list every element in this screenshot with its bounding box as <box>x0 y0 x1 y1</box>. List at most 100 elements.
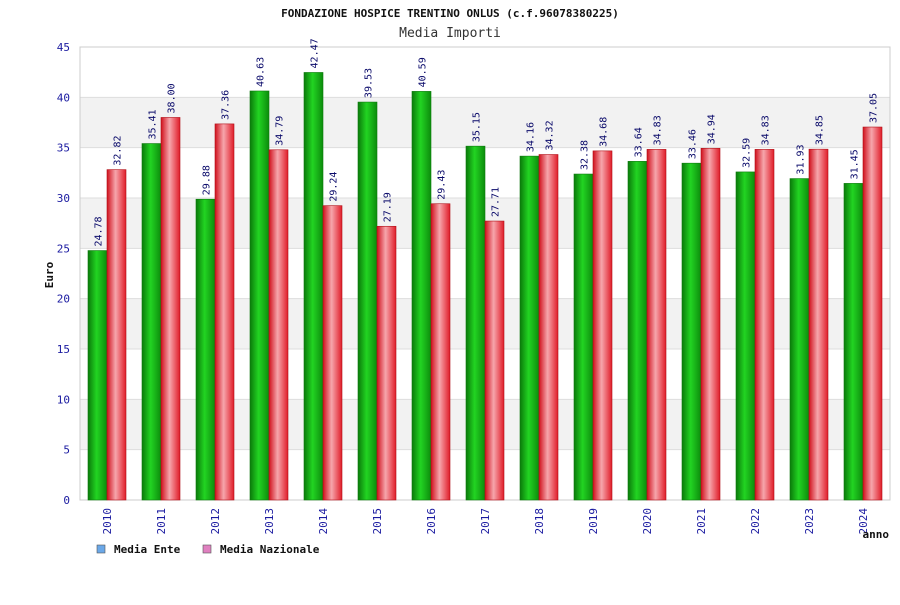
data-label-media-ente-2018: 34.16 <box>526 122 537 152</box>
x-tick-label: 2010 <box>101 508 114 535</box>
chart-subtitle: Media Importi <box>399 26 501 41</box>
bars <box>87 72 883 501</box>
data-label-media-nazionale-2022: 34.83 <box>761 115 772 145</box>
bar-media-ente-2018 <box>519 155 540 501</box>
data-label-media-ente-2016: 40.59 <box>418 57 429 87</box>
bar-media-ente-2016 <box>411 91 432 501</box>
y-tick-label: 40 <box>57 91 70 104</box>
x-tick-label: 2016 <box>425 508 438 535</box>
legend-label-media-nazionale: Media Nazionale <box>220 543 320 556</box>
data-label-media-nazionale-2021: 34.94 <box>707 114 718 144</box>
x-tick-label: 2024 <box>857 508 870 535</box>
x-tick-label: 2015 <box>371 508 384 535</box>
bar-media-nazionale-2021 <box>700 147 721 501</box>
bar-media-nazionale-2014 <box>322 205 343 501</box>
legend: Media Ente Media Nazionale <box>96 543 320 556</box>
x-axis-label: anno <box>863 528 890 541</box>
x-tick-label: 2018 <box>533 508 546 535</box>
data-label-media-ente-2011: 35.41 <box>148 109 159 139</box>
x-tick-label: 2023 <box>803 508 816 535</box>
grid-band <box>80 47 890 98</box>
bar-media-ente-2013 <box>249 90 270 501</box>
bar-media-ente-2023 <box>789 178 810 501</box>
data-label-media-nazionale-2016: 29.43 <box>437 170 448 200</box>
chart-title: FONDAZIONE HOSPICE TRENTINO ONLUS (c.f.9… <box>281 7 619 20</box>
y-axis-ticks: 0 5 10 15 20 25 30 35 40 45 <box>57 41 70 507</box>
data-label-media-ente-2022: 32.59 <box>742 138 753 168</box>
data-label-media-ente-2015: 39.53 <box>364 68 375 98</box>
x-tick-label: 2022 <box>749 508 762 535</box>
x-tick-label: 2014 <box>317 508 330 535</box>
bar-media-ente-2010 <box>87 250 108 501</box>
data-label-media-ente-2021: 33.46 <box>688 129 699 159</box>
y-axis-label: Euro <box>43 261 56 288</box>
bar-media-nazionale-2011 <box>160 117 181 501</box>
data-label-media-ente-2024: 31.45 <box>850 149 861 179</box>
bar-media-ente-2022 <box>735 171 756 501</box>
y-tick-label: 10 <box>57 393 70 406</box>
x-tick-label: 2020 <box>641 508 654 535</box>
y-tick-label: 45 <box>57 41 70 54</box>
data-label-media-nazionale-2024: 37.05 <box>869 93 880 123</box>
legend-label-media-ente: Media Ente <box>114 543 181 556</box>
data-label-media-nazionale-2019: 34.68 <box>599 117 610 147</box>
x-tick-label: 2021 <box>695 508 708 535</box>
bar-media-nazionale-2023 <box>808 148 829 501</box>
bar-media-ente-2021 <box>681 162 702 501</box>
bar-media-ente-2020 <box>627 161 648 501</box>
x-tick-label: 2017 <box>479 508 492 535</box>
y-tick-label: 35 <box>57 142 70 155</box>
bar-media-nazionale-2024 <box>862 126 883 501</box>
bar-media-nazionale-2013 <box>268 149 289 501</box>
x-axis-ticks: 2010 2011 2012 2013 2014 2015 2016 2017 2018 2019… <box>101 508 870 535</box>
data-label-media-nazionale-2011: 38.00 <box>167 83 178 113</box>
bar-media-ente-2014 <box>303 72 324 501</box>
bar-media-ente-2015 <box>357 101 378 501</box>
x-tick-label: 2012 <box>209 508 222 535</box>
data-label-media-nazionale-2018: 34.32 <box>545 120 556 150</box>
data-label-media-ente-2023: 31.93 <box>796 144 807 174</box>
data-label-media-nazionale-2023: 34.85 <box>815 115 826 145</box>
data-label-media-ente-2014: 42.47 <box>310 38 321 68</box>
data-label-media-ente-2013: 40.63 <box>256 57 267 87</box>
bar-media-nazionale-2010 <box>106 169 127 501</box>
data-label-media-nazionale-2020: 34.83 <box>653 115 664 145</box>
x-tick-label: 2019 <box>587 508 600 535</box>
bar-media-nazionale-2019 <box>592 150 613 501</box>
bar-media-nazionale-2018 <box>538 154 559 501</box>
legend-swatch-media-ente <box>96 544 106 554</box>
data-label-media-nazionale-2014: 29.24 <box>329 172 340 202</box>
data-label-media-nazionale-2017: 27.71 <box>491 187 502 217</box>
legend-swatch-media-nazionale <box>202 544 212 554</box>
bar-media-nazionale-2016 <box>430 203 451 501</box>
bar-media-nazionale-2020 <box>646 149 667 501</box>
bar-media-nazionale-2017 <box>484 220 505 501</box>
x-tick-label: 2013 <box>263 508 276 535</box>
y-tick-label: 5 <box>63 444 70 457</box>
data-labels: 24.78 32.82 35.41 38.00 29.88 37.36 40.63 34.79… <box>94 38 880 246</box>
data-label-media-nazionale-2013: 34.79 <box>275 116 286 146</box>
data-label-media-ente-2020: 33.64 <box>634 127 645 157</box>
y-tick-label: 20 <box>57 293 70 306</box>
data-label-media-nazionale-2010: 32.82 <box>113 136 124 166</box>
y-tick-label: 15 <box>57 343 70 356</box>
bar-media-ente-2011 <box>141 143 162 501</box>
bar-media-ente-2012 <box>195 198 216 501</box>
data-label-media-ente-2017: 35.15 <box>472 112 483 142</box>
bar-media-nazionale-2012 <box>214 123 235 501</box>
x-tick-label: 2011 <box>155 508 168 535</box>
y-tick-label: 30 <box>57 192 70 205</box>
bar-media-ente-2024 <box>843 183 864 501</box>
data-label-media-ente-2012: 29.88 <box>202 165 213 195</box>
y-tick-label: 0 <box>63 494 70 507</box>
data-label-media-nazionale-2015: 27.19 <box>383 192 394 222</box>
bar-media-ente-2017 <box>465 145 486 501</box>
data-label-media-nazionale-2012: 37.36 <box>221 90 232 120</box>
bar-media-nazionale-2015 <box>376 225 397 501</box>
y-tick-label: 25 <box>57 242 70 255</box>
bar-media-nazionale-2022 <box>754 149 775 501</box>
bar-media-ente-2019 <box>573 173 594 501</box>
data-label-media-ente-2010: 24.78 <box>94 216 105 246</box>
